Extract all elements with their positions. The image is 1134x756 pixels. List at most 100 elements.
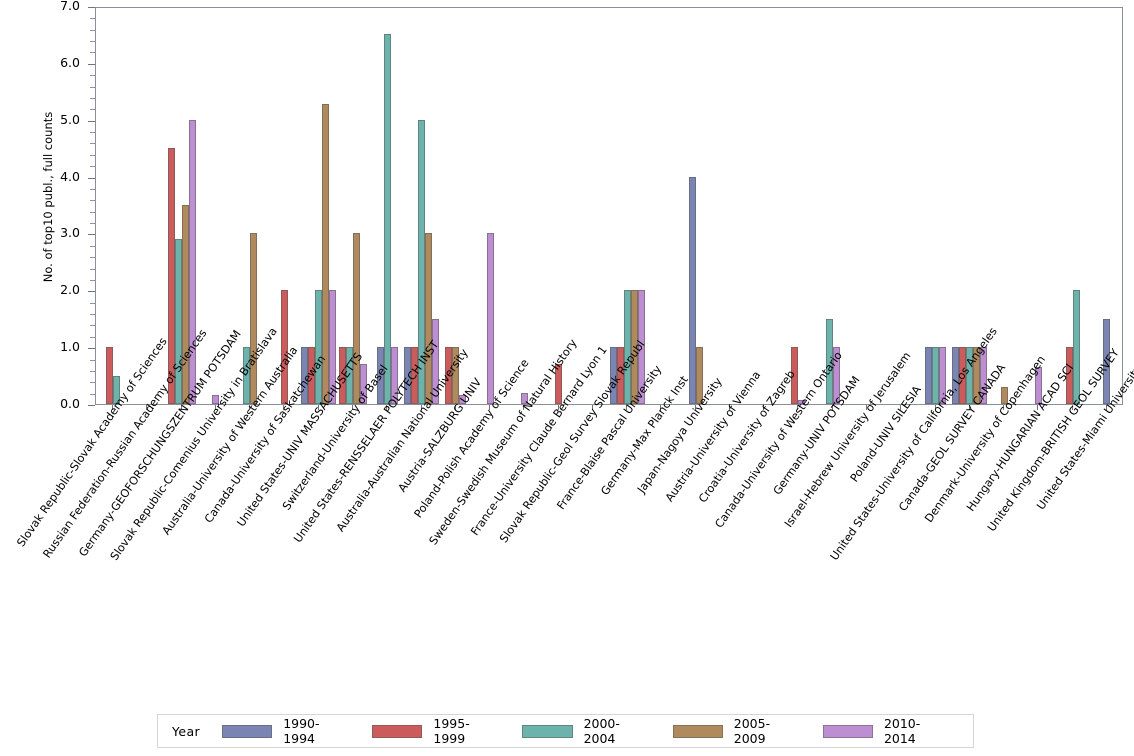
x-axis-tick-mark <box>831 405 833 410</box>
x-axis-tick-mark <box>900 405 902 410</box>
y-axis-tick-label: 0.0 <box>60 396 80 411</box>
bar <box>280 290 288 404</box>
bar <box>825 318 833 404</box>
legend-color-swatch <box>372 724 423 738</box>
bar <box>925 347 933 404</box>
y-axis-minor-tick <box>90 132 95 134</box>
y-axis-tick-mark <box>88 234 95 236</box>
bar <box>188 119 196 404</box>
bar <box>322 104 330 404</box>
bar <box>212 395 220 404</box>
legend-entry[interactable]: 1995-1999 <box>372 716 496 746</box>
legend-entry-label: 1990-1994 <box>283 716 320 746</box>
x-axis-tick-mark <box>454 405 456 410</box>
y-axis-minor-tick <box>90 211 95 213</box>
y-axis-minor-tick <box>90 245 95 247</box>
x-axis-tick-mark <box>420 405 422 410</box>
y-axis-minor-tick <box>90 393 95 395</box>
plot-area <box>95 7 1123 405</box>
y-axis-minor-tick <box>90 223 95 225</box>
x-axis-tick-mark <box>489 405 491 410</box>
bar <box>250 233 258 404</box>
x-axis-tick-mark <box>386 405 388 410</box>
legend-color-swatch <box>822 724 873 738</box>
x-axis-tick-mark <box>968 405 970 410</box>
y-axis-tick-mark <box>88 291 95 293</box>
y-axis-minor-tick <box>90 154 95 156</box>
legend-entry[interactable]: 2010-2014 <box>822 716 947 746</box>
bar <box>301 347 309 404</box>
bar <box>973 347 981 404</box>
x-axis-tick-mark <box>1071 405 1073 410</box>
legend-title: Year <box>172 723 201 739</box>
y-axis-tick-label: 7.0 <box>60 0 80 13</box>
legend-color-swatch <box>672 724 723 738</box>
bar <box>315 290 323 404</box>
y-axis-tick-label: 4.0 <box>60 168 80 184</box>
y-axis-minor-tick <box>90 200 95 202</box>
bar <box>616 347 624 404</box>
x-axis-tick-mark <box>934 405 936 410</box>
y-axis-tick-label: 2.0 <box>60 282 80 298</box>
x-axis-tick-mark <box>1105 405 1107 410</box>
x-axis-tick-mark <box>523 405 525 410</box>
bar <box>353 233 360 404</box>
bar <box>623 290 631 404</box>
legend-entry[interactable]: 2005-2009 <box>672 716 797 746</box>
y-axis-tick-mark <box>88 7 95 8</box>
y-axis-tick-label: 1.0 <box>60 339 80 355</box>
bar <box>452 347 460 404</box>
legend-color-swatch <box>222 724 273 738</box>
legend-color-swatch <box>522 724 573 738</box>
y-axis-minor-tick <box>90 302 95 304</box>
bar <box>688 176 696 404</box>
legend-entry-label: 1995-1999 <box>433 716 470 746</box>
y-axis-minor-tick <box>90 188 95 190</box>
x-axis-tick-mark <box>1037 405 1039 410</box>
y-axis-minor-tick <box>90 75 95 77</box>
y-axis-minor-tick <box>90 314 95 316</box>
y-axis-tick-mark <box>88 405 95 406</box>
bar <box>360 364 367 404</box>
legend-entry[interactable]: 2000-2004 <box>522 716 646 746</box>
y-axis-tick-mark <box>88 348 95 350</box>
x-axis-tick-mark <box>283 405 285 410</box>
bar <box>1072 290 1080 404</box>
x-axis-tick-mark <box>763 405 765 410</box>
x-axis-tick-mark <box>557 405 559 410</box>
bar <box>609 347 617 404</box>
y-axis-tick-label: 5.0 <box>60 111 80 127</box>
bar <box>383 34 391 404</box>
y-axis-minor-tick <box>90 336 95 338</box>
legend-entry-label: 2005-2009 <box>733 716 771 746</box>
x-axis-tick-mark <box>797 405 799 410</box>
bar <box>445 347 453 404</box>
bar <box>243 347 251 404</box>
legend-entry-label: 2010-2014 <box>883 716 921 746</box>
bar <box>181 205 189 404</box>
y-axis-minor-tick <box>90 166 95 168</box>
y-axis-minor-tick <box>90 257 95 259</box>
x-axis-tick-mark <box>352 405 353 410</box>
x-axis-tick-mark <box>591 405 593 410</box>
bar <box>695 347 703 404</box>
y-axis-minor-tick <box>90 109 95 111</box>
bar <box>1103 318 1111 404</box>
y-axis-minor-tick <box>90 359 95 361</box>
legend-entry[interactable]: 1990-1994 <box>222 716 346 746</box>
x-axis-tick-mark <box>146 405 148 410</box>
x-axis-tick-mark <box>180 405 182 410</box>
bar <box>339 347 346 404</box>
y-axis-minor-tick <box>90 86 95 88</box>
bar <box>520 392 528 404</box>
bar <box>952 347 960 404</box>
x-axis-tick-mark <box>214 405 216 410</box>
bar <box>174 239 182 404</box>
bar <box>404 347 412 404</box>
y-axis-tick-mark <box>88 120 95 122</box>
y-axis-minor-tick <box>90 325 95 327</box>
x-axis-tick-mark <box>728 405 730 410</box>
bar <box>459 395 467 404</box>
x-axis-tick-mark <box>317 405 319 410</box>
